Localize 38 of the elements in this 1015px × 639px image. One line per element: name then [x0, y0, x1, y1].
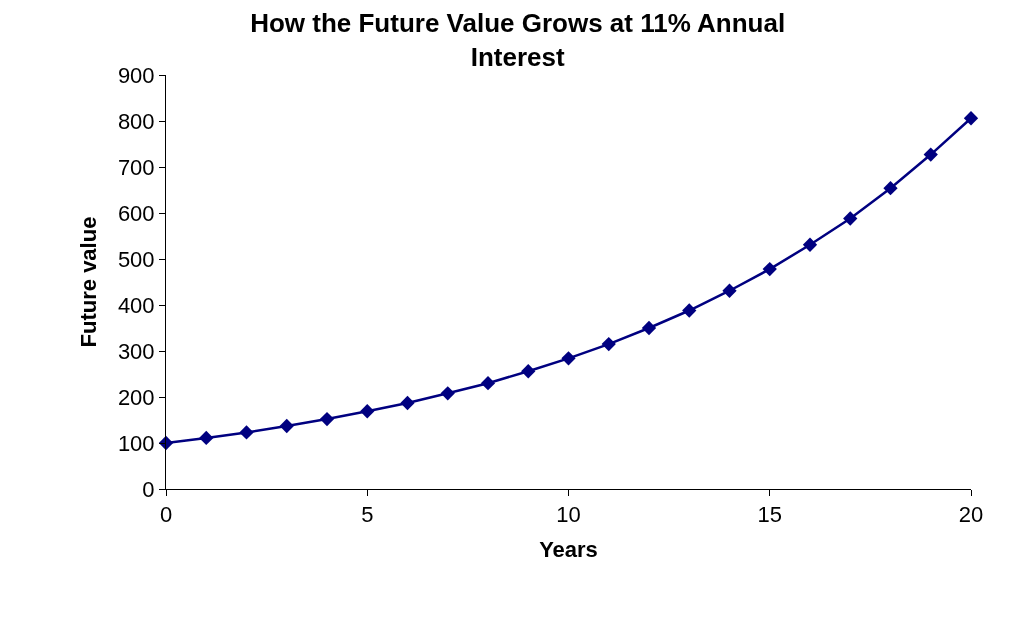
y-axis-title: Future value	[75, 216, 101, 348]
point	[239, 425, 254, 440]
point	[199, 430, 214, 446]
point	[480, 376, 496, 391]
x-tick-label: 5	[361, 502, 374, 528]
point	[883, 181, 898, 196]
point	[319, 411, 335, 427]
x-tick-label: 20	[958, 502, 984, 528]
point	[561, 351, 576, 366]
point	[360, 404, 375, 419]
point	[601, 336, 616, 352]
y-tick-label: 600	[117, 200, 155, 226]
x-tick-label: 15	[757, 502, 782, 528]
y-tick-label: 0	[142, 476, 155, 502]
point	[843, 211, 858, 226]
point	[802, 237, 818, 252]
point	[641, 320, 657, 336]
x-tick-label: 10	[556, 502, 581, 528]
y-tick-label: 300	[117, 338, 155, 364]
y-tick-label: 900	[117, 62, 155, 88]
point	[400, 395, 415, 411]
y-tick-label: 500	[117, 246, 155, 272]
point	[682, 303, 697, 318]
point	[279, 418, 294, 434]
x-tick-label: 0	[159, 502, 173, 528]
point	[963, 111, 979, 126]
y-tick-label: 200	[117, 384, 155, 410]
point	[762, 261, 777, 277]
y-tick-label: 800	[117, 108, 155, 134]
y-tick-label: 700	[117, 154, 155, 180]
x-axis-title: Years	[539, 537, 598, 563]
y-tick-label: 400	[117, 292, 155, 318]
point	[440, 386, 455, 401]
point	[722, 283, 737, 298]
chart-title: How the Future Value Grows at 11% Annual Interest	[250, 7, 786, 72]
point	[521, 364, 536, 379]
point	[923, 147, 938, 162]
y-tick-label: 100	[117, 430, 155, 456]
